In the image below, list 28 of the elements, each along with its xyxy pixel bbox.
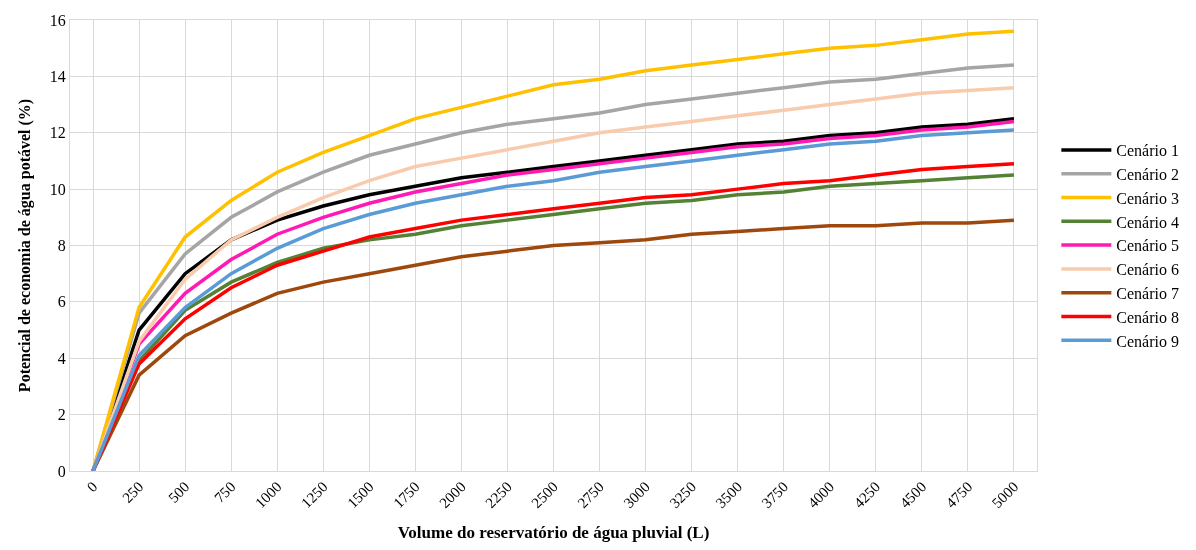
legend-label: Cenário 6 [1116,261,1179,279]
y-tick-label: 6 [57,293,66,311]
legend-label: Cenário 8 [1116,308,1179,326]
y-tick-label: 0 [57,462,66,480]
y-tick-label: 10 [49,180,66,198]
x-tick-label: 250 [119,478,147,506]
legend-label: Cenário 2 [1116,165,1179,183]
y-tick-label: 12 [49,124,66,142]
legend-label: Cenário 3 [1116,189,1179,207]
legend-label: Cenário 1 [1116,142,1179,160]
x-tick-label: 750 [211,478,239,506]
legend-label: Cenário 4 [1116,213,1179,231]
y-tick-label: 2 [57,406,66,424]
y-tick-label: 14 [49,67,66,85]
x-tick-label: 500 [165,478,193,506]
y-tick-label: 4 [57,349,66,367]
legend-label: Cenário 5 [1116,237,1179,255]
y-tick-label: 8 [57,237,66,255]
x-tick-label: 0 [83,478,101,496]
x-tick-label: 4500 [896,478,930,512]
legend-label: Cenário 9 [1116,332,1179,350]
x-axis-title: Volume do reservatório de água pluvial (L) [397,522,710,542]
x-tick-label: 4750 [942,478,976,512]
y-axis-title: Potencial de economia de água potável (%) [15,98,34,393]
legend-label: Cenário 7 [1116,284,1179,302]
x-tick-label: 4250 [850,478,884,512]
x-tick-label: 4000 [804,478,838,512]
y-tick-label: 16 [49,11,66,29]
